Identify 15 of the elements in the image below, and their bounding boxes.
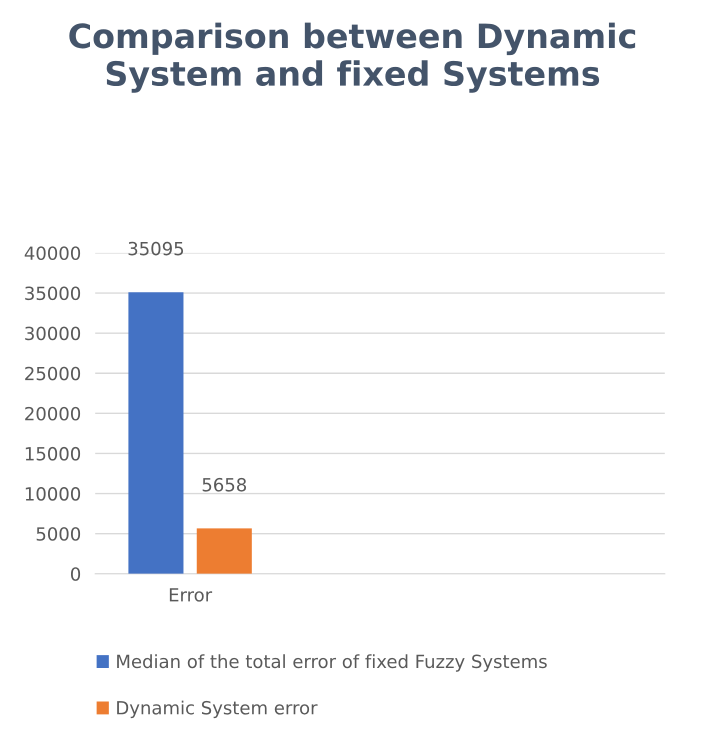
y-tick-label: 30000 — [25, 326, 80, 340]
legend-label: Median of the total error of fixed Fuzzy Systems — [117, 654, 547, 672]
y-tick-label: 10000 — [26, 487, 80, 501]
data-label: 35095 — [128, 242, 184, 256]
y-tick-label: 15000 — [26, 446, 80, 461]
y-tick-label: 25000 — [25, 366, 80, 380]
chart-title: Comparison between Dynamic System and fixed Systems — [69, 22, 636, 93]
y-tick-label: 20000 — [25, 406, 80, 420]
y-tick-label: 35000 — [25, 286, 80, 300]
y-tick-label: 0 — [70, 567, 80, 581]
x-tick-label: Error — [170, 588, 212, 602]
y-tick-label: 40000 — [24, 246, 80, 260]
data-label: 5658 — [202, 478, 246, 492]
legend-label: Dynamic System error — [117, 700, 318, 718]
y-tick-label: 5000 — [36, 527, 80, 541]
